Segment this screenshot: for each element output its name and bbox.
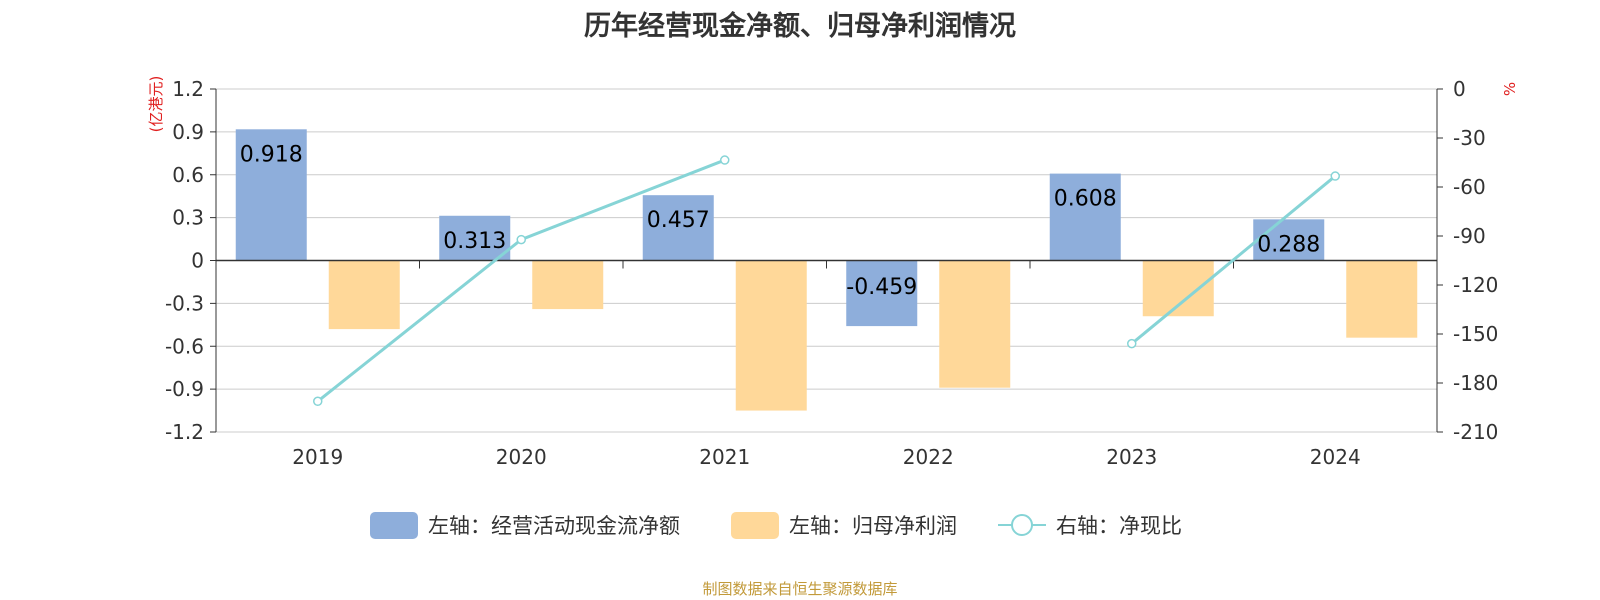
right-tick-label: -210	[1453, 420, 1498, 444]
bar-operating-cashflow	[439, 215, 511, 261]
legend-label: 左轴：归母净利润	[789, 514, 957, 538]
category-label: 2023	[1106, 445, 1157, 469]
category-label: 2021	[699, 445, 750, 469]
ratio-point	[313, 396, 323, 407]
legend-label: 左轴：经营活动现金流净额	[428, 514, 680, 538]
ratio-point	[1127, 338, 1137, 349]
bar-net-profit	[1346, 260, 1418, 338]
left-tick-label: -0.9	[165, 377, 204, 401]
bar-net-profit	[328, 260, 400, 330]
left-tick-label: 0.9	[172, 120, 204, 144]
left-tick-label: 0	[191, 249, 204, 273]
ratio-point	[720, 155, 730, 165]
right-unit-label: %	[1501, 82, 1519, 96]
category-label: 2022	[903, 445, 954, 469]
data-label: -0.459	[846, 275, 917, 300]
data-label: 0.288	[1257, 232, 1320, 257]
legend[interactable]: 左轴：经营活动现金流净额 左轴：归母净利润 右轴：净现比	[370, 512, 1182, 539]
data-labels: 0.918 0.313 0.457 -0.459 0.608 0.288	[240, 142, 1320, 300]
right-tick-label: -90	[1453, 224, 1486, 248]
left-tick-label: -0.6	[165, 334, 204, 358]
ratio-point	[1330, 171, 1340, 181]
axes: 1.2 0.9 0.6 0.3 0 -0.3 -0.6 -0.9 -1.2 0 -30 -60 -90 -…	[147, 76, 1519, 469]
left-tick-label: -0.3	[165, 291, 204, 315]
bar-net-profit	[1142, 260, 1214, 317]
chart-title: 历年经营现金净额、归母净利润情况	[584, 11, 1016, 42]
right-tick-label: 0	[1453, 77, 1466, 101]
category-label: 2024	[1310, 445, 1361, 469]
right-tick-label: -180	[1453, 371, 1498, 395]
category-label: 2019	[292, 445, 343, 469]
bar-operating-cashflow	[846, 260, 918, 327]
data-label: 0.457	[647, 208, 710, 233]
ratio-point	[516, 234, 526, 245]
ratio-line	[313, 155, 1340, 407]
bar-operating-cashflow	[642, 195, 714, 261]
bar-net-profit	[532, 260, 604, 310]
left-tick-label: 0.3	[172, 206, 204, 230]
gridlines	[216, 88, 1437, 433]
legend-label: 右轴：净现比	[1056, 514, 1182, 538]
legend-item-cash-ratio[interactable]: 右轴：净现比	[998, 514, 1182, 538]
bar-net-profit	[939, 260, 1011, 388]
right-tick-label: -150	[1453, 322, 1498, 346]
legend-marker	[1011, 514, 1033, 536]
data-label: 0.313	[443, 229, 506, 254]
right-tick-label: -120	[1453, 273, 1498, 297]
bar-operating-cashflow	[1049, 173, 1121, 261]
ratio-line-segment	[1130, 174, 1337, 345]
bar-operating-cashflow	[235, 129, 307, 261]
left-tick-label: -1.2	[165, 420, 204, 444]
category-label: 2020	[496, 445, 547, 469]
source-note: 制图数据来自恒生聚源数据库	[702, 580, 898, 598]
legend-item-net-profit[interactable]: 左轴：归母净利润	[731, 512, 957, 539]
right-tick-label: -60	[1453, 175, 1486, 199]
data-label: 0.918	[240, 142, 303, 167]
legend-swatch	[370, 512, 418, 539]
left-tick-label: 0.6	[172, 163, 204, 187]
bar-net-profit	[735, 260, 807, 411]
legend-item-operating-cashflow[interactable]: 左轴：经营活动现金流净额	[370, 512, 680, 539]
right-tick-label: -30	[1453, 126, 1486, 150]
left-tick-label: 1.2	[172, 77, 204, 101]
legend-swatch	[731, 512, 779, 539]
left-unit-label: (亿港元)	[147, 76, 165, 133]
bar-operating-cashflow	[1253, 219, 1325, 261]
bars	[235, 129, 1418, 411]
data-label: 0.608	[1054, 187, 1117, 212]
